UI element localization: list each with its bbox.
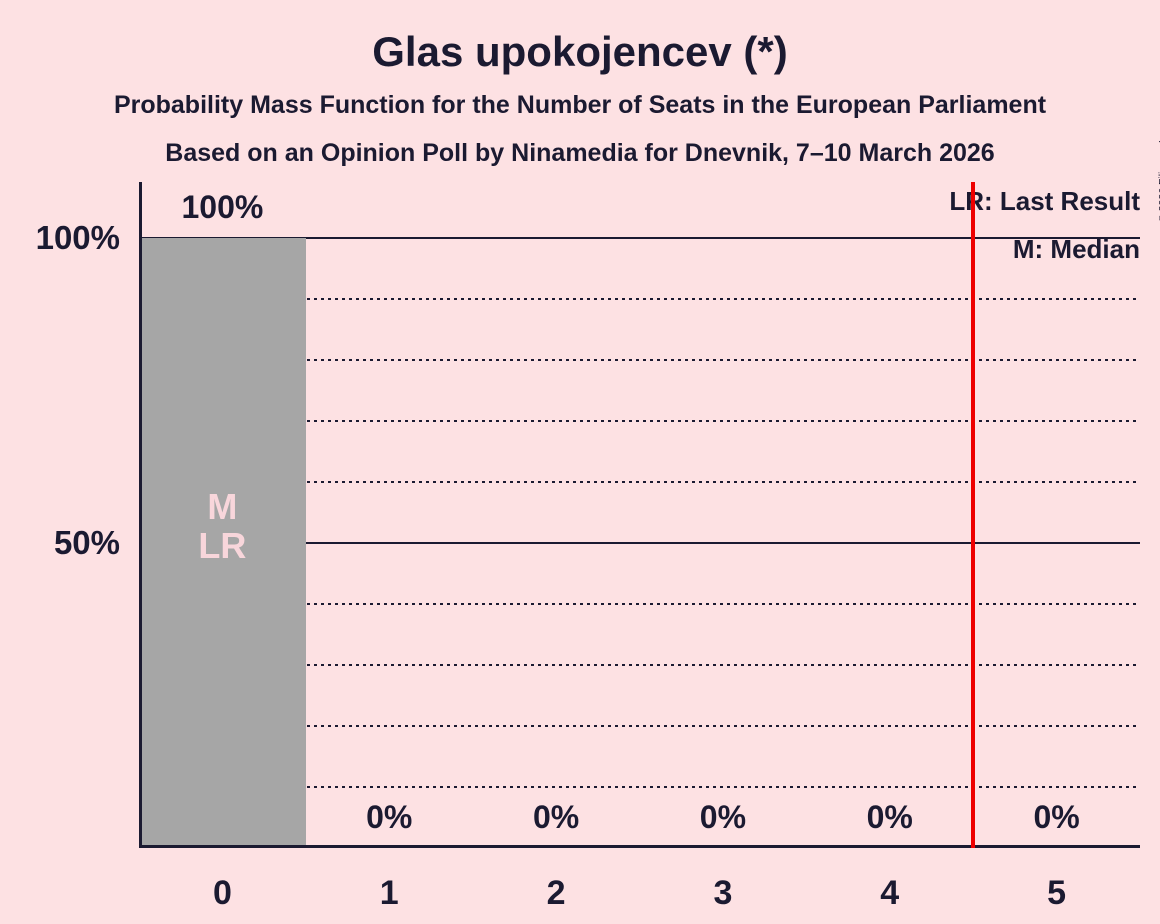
legend-last-result: LR: Last Result xyxy=(949,186,1140,216)
median-last-result-annotation: M LR xyxy=(139,487,306,565)
x-tick-label: 3 xyxy=(713,874,733,912)
gridline-dotted-80 xyxy=(139,359,1140,361)
x-tick-label: 1 xyxy=(379,874,399,912)
y-axis-line xyxy=(139,182,142,848)
chart-title: Glas upokojencev (*) xyxy=(372,28,788,75)
y-axis-label-100: 100% xyxy=(35,219,120,256)
last-result-red-line xyxy=(971,182,976,848)
gridline-dotted-90 xyxy=(139,298,1140,300)
bar-value-label: 0% xyxy=(366,799,413,835)
gridline-dotted-20 xyxy=(139,725,1140,727)
annotation-line-m: M xyxy=(207,486,238,527)
bar-value-label: 0% xyxy=(1033,799,1080,835)
x-tick-label: 5 xyxy=(1047,874,1067,912)
bar-seats-0 xyxy=(139,238,306,848)
gridline-dotted-70 xyxy=(139,420,1140,422)
gridline-dotted-30 xyxy=(139,664,1140,666)
x-tick-label: 4 xyxy=(880,874,900,912)
y-axis-label-50: 50% xyxy=(53,524,120,561)
bar-value-label: 0% xyxy=(532,799,580,835)
annotation-line-lr: LR xyxy=(198,525,247,566)
bar-value-label: 100% xyxy=(181,189,264,225)
bar-value-label: 0% xyxy=(866,799,913,835)
x-axis-line xyxy=(139,845,1140,848)
bar-value-label: 0% xyxy=(699,799,747,835)
x-tick-label: 2 xyxy=(546,874,566,912)
gridline-dotted-10 xyxy=(139,786,1140,788)
legend-median: M: Median xyxy=(1012,234,1140,264)
gridline-dotted-60 xyxy=(139,481,1140,483)
plot-area: 100% 0% 0% 0% 0% 0% M LR xyxy=(139,182,1140,848)
gridline-solid-100 xyxy=(139,237,1140,239)
chart-subtitle-source: Based on an Opinion Poll by Ninamedia fo… xyxy=(165,139,995,167)
gridline-solid-50 xyxy=(139,542,1140,544)
chart-subtitle: Probability Mass Function for the Number… xyxy=(113,91,1047,119)
x-tick-row: 0 1 2 3 4 5 xyxy=(139,876,1140,916)
gridline-dotted-40 xyxy=(139,603,1140,605)
x-tick-label: 0 xyxy=(212,874,232,912)
